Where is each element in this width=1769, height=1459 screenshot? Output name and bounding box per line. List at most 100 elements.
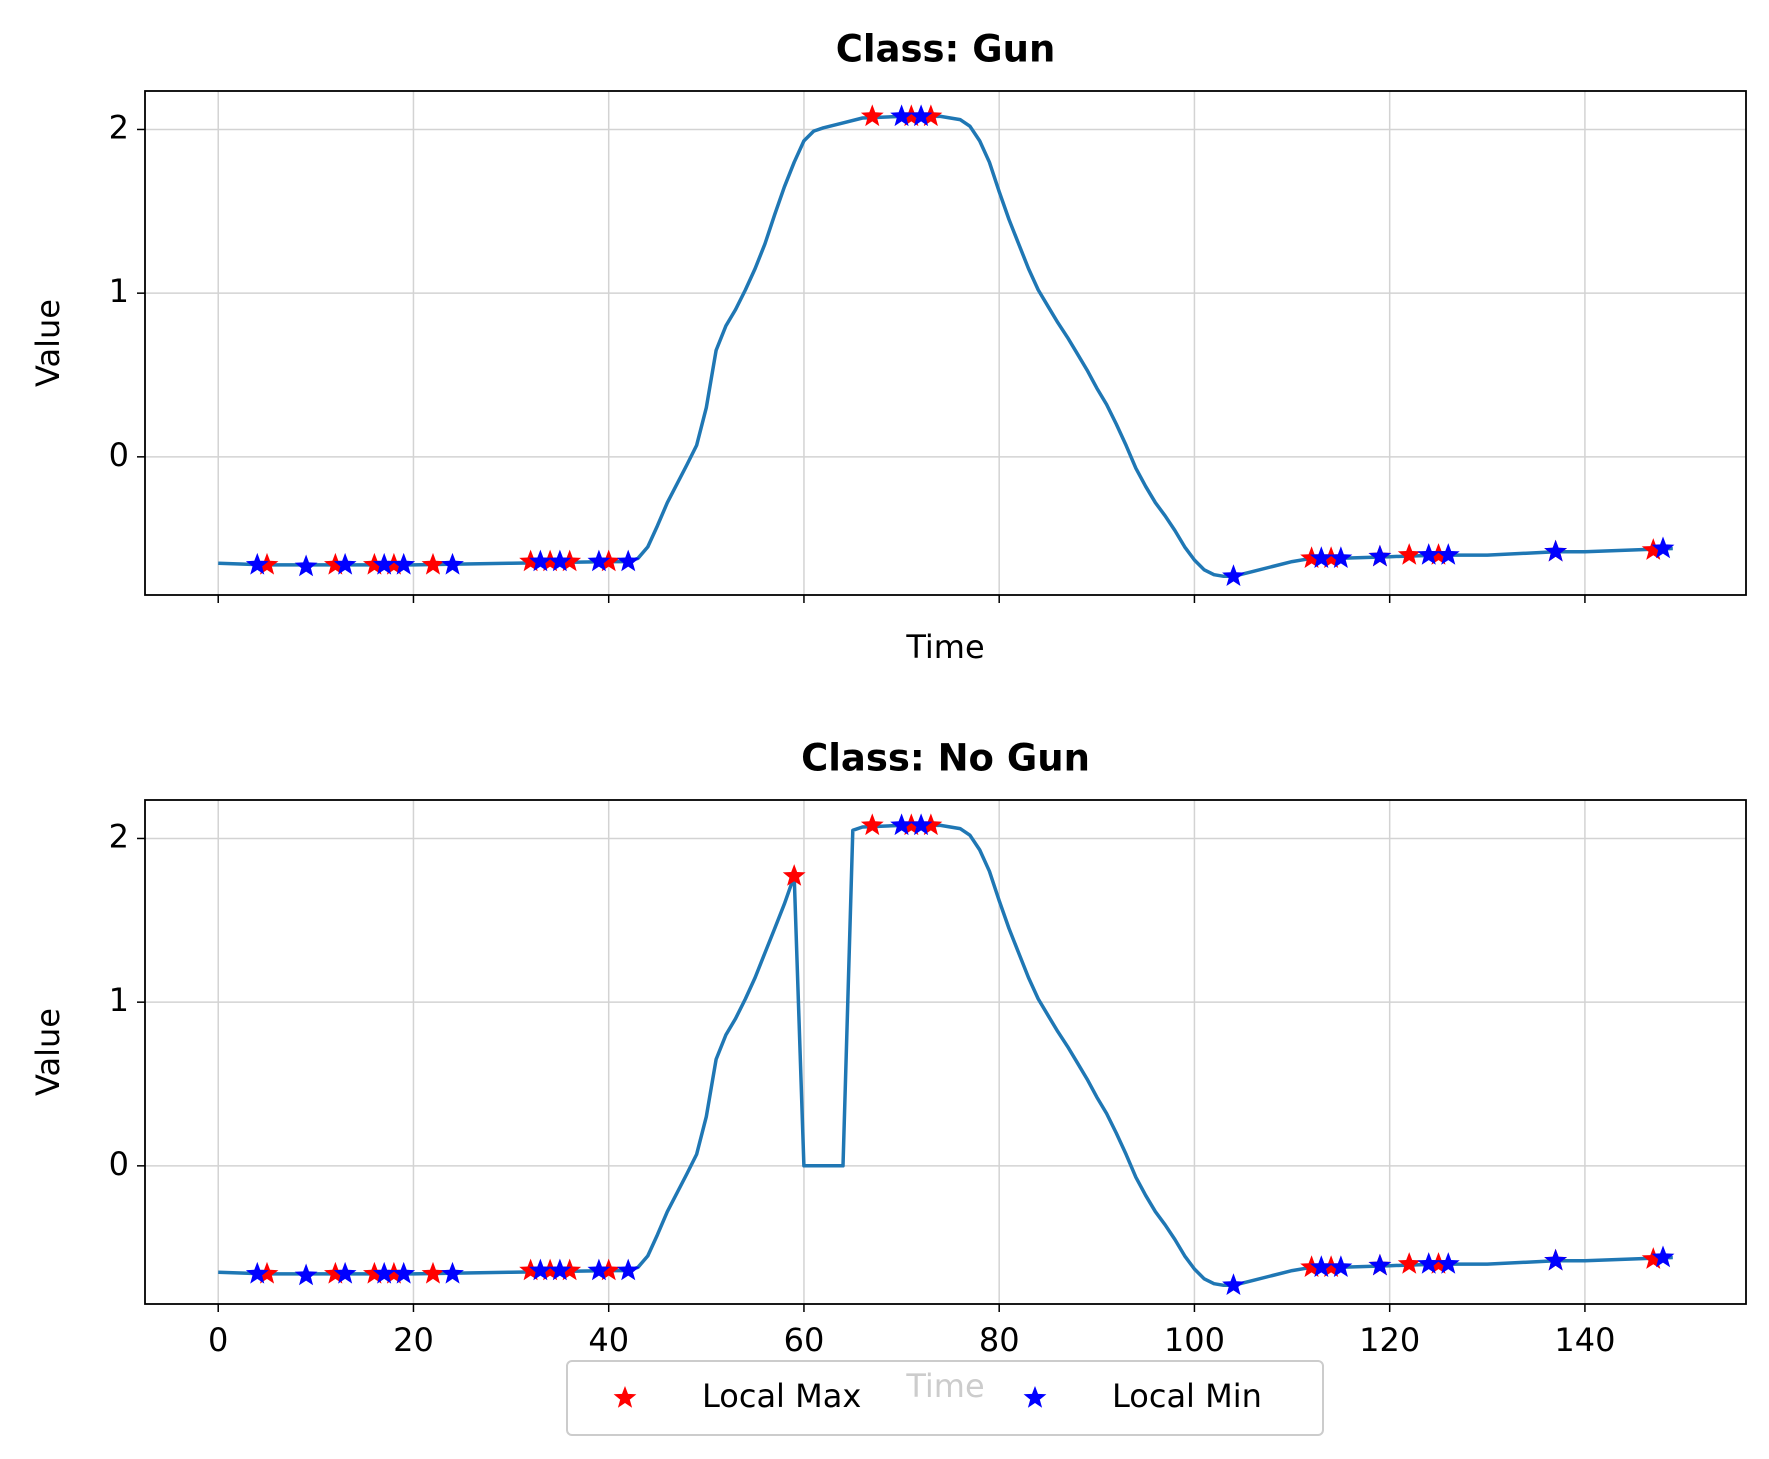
marker	[558, 549, 582, 572]
marker	[860, 104, 884, 127]
marker	[1329, 546, 1353, 568]
marker	[1651, 536, 1675, 559]
y-tick-label: 2	[109, 108, 129, 146]
marker	[1544, 1248, 1567, 1271]
x-tick-label: 100	[1164, 1321, 1225, 1359]
marker	[363, 1261, 386, 1284]
legend: Local Max Local Min	[566, 1360, 1324, 1436]
plot-frame	[144, 90, 1747, 596]
marker	[1427, 543, 1450, 565]
marker	[1222, 1273, 1245, 1295]
marker	[909, 813, 933, 836]
marker	[382, 552, 406, 575]
x-axis-label: Time	[905, 628, 984, 666]
y-tick-label: 0	[109, 436, 129, 474]
marker	[538, 549, 562, 572]
marker	[255, 552, 279, 575]
marker	[1651, 1245, 1675, 1268]
marker	[1309, 1255, 1333, 1277]
marker	[1397, 1252, 1421, 1274]
marker	[1300, 546, 1323, 568]
marker	[324, 1261, 347, 1284]
marker	[558, 1258, 582, 1281]
marker	[919, 104, 943, 127]
marker	[372, 552, 396, 575]
y-tick-label: 1	[109, 981, 129, 1019]
x-tick-label: 120	[1359, 1321, 1420, 1359]
chart-title: Class: Gun	[836, 28, 1056, 71]
marker	[616, 1258, 640, 1281]
marker	[1319, 1255, 1343, 1277]
marker	[1641, 538, 1665, 560]
marker	[382, 1261, 406, 1284]
marker	[1300, 1255, 1323, 1277]
marker	[548, 549, 572, 572]
marker	[441, 1261, 464, 1284]
marker	[1368, 1253, 1392, 1276]
marker	[245, 1261, 269, 1284]
marker	[529, 549, 552, 572]
marker	[294, 1263, 318, 1286]
marker	[333, 1261, 357, 1284]
data-line	[218, 823, 1673, 1288]
y-tick-label: 0	[109, 1145, 129, 1183]
marker	[529, 1258, 552, 1281]
marker	[1319, 546, 1343, 568]
marker	[1397, 543, 1421, 565]
marker	[616, 549, 640, 572]
marker	[519, 549, 542, 572]
legend-label: Local Max	[702, 1377, 861, 1415]
marker	[245, 552, 269, 575]
legend-label: Local Min	[1112, 1377, 1262, 1415]
marker	[392, 1261, 416, 1284]
x-tick-label: 20	[393, 1321, 434, 1359]
marker	[538, 1258, 562, 1281]
legend-marker	[1023, 1386, 1047, 1408]
marker	[899, 813, 923, 836]
y-axis-label: Value	[29, 1008, 67, 1096]
plot-frame	[144, 799, 1747, 1305]
marker	[421, 1261, 445, 1284]
data-line	[218, 114, 1673, 579]
marker	[597, 549, 621, 572]
marker	[294, 554, 318, 577]
marker	[909, 104, 933, 127]
marker	[899, 104, 923, 127]
marker	[782, 864, 806, 886]
marker	[1222, 564, 1245, 586]
marker	[333, 552, 357, 575]
y-tick-label: 1	[109, 272, 129, 310]
marker	[1436, 1252, 1460, 1274]
marker	[890, 104, 913, 127]
x-tick-label: 40	[588, 1321, 629, 1359]
x-tick-label: 60	[784, 1321, 825, 1359]
marker	[860, 813, 884, 836]
marker	[1427, 1252, 1450, 1274]
marker	[1368, 544, 1392, 567]
marker	[1417, 1252, 1441, 1274]
y-axis-label: Value	[29, 299, 67, 387]
y-tick-label: 2	[109, 817, 129, 855]
marker	[363, 552, 386, 575]
x-tick-label: 0	[208, 1321, 228, 1359]
marker	[519, 1258, 542, 1281]
marker	[1309, 546, 1333, 568]
marker	[1641, 1247, 1665, 1269]
marker	[548, 1258, 572, 1281]
marker	[587, 1258, 611, 1281]
marker	[392, 552, 416, 575]
marker	[597, 1258, 621, 1281]
marker	[890, 813, 913, 836]
marker	[372, 1261, 396, 1284]
marker	[421, 552, 445, 575]
marker	[324, 552, 347, 575]
marker	[919, 813, 943, 836]
legend-marker	[613, 1386, 637, 1408]
marker	[1544, 539, 1567, 562]
marker	[1436, 543, 1460, 565]
marker	[441, 552, 464, 575]
legend-frame	[566, 1360, 1324, 1436]
x-tick-label: 140	[1554, 1321, 1615, 1359]
marker	[1329, 1255, 1353, 1277]
